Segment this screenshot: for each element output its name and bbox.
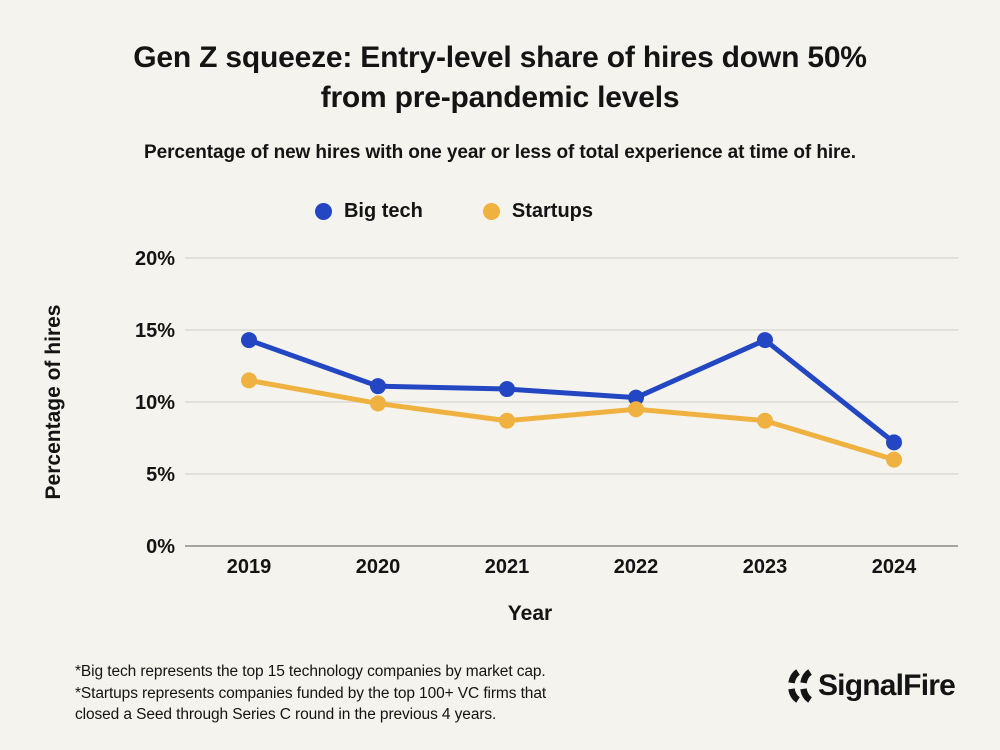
- data-point-startups: [886, 451, 902, 468]
- signalfire-logo: SignalFire: [785, 666, 956, 706]
- x-tick-label: 2020: [356, 556, 401, 578]
- data-point-startups: [757, 412, 773, 429]
- x-tick-label: 2024: [872, 556, 917, 578]
- data-point-big-tech: [628, 389, 644, 406]
- y-tick-label: 15%: [135, 320, 175, 342]
- data-point-startups: [628, 401, 644, 418]
- data-point-big-tech: [370, 378, 386, 395]
- y-tick-label: 20%: [135, 248, 175, 270]
- series-line-startups: [246, 377, 897, 463]
- footnote-line: *Big tech represents the top 15 technolo…: [75, 663, 546, 680]
- chart-subtitle: Percentage of new hires with one year or…: [144, 142, 856, 163]
- signalfire-wordmark: SignalFire: [817, 669, 956, 702]
- x-tick-label: 2021: [485, 556, 530, 578]
- x-tick-label: 2019: [227, 556, 272, 578]
- legend-label-big-tech: Big tech: [343, 200, 423, 222]
- data-point-big-tech: [886, 434, 902, 451]
- x-tick-label: 2023: [743, 556, 788, 578]
- legend-label-startups: Startups: [511, 200, 594, 222]
- startups-dot-icon: [482, 203, 500, 220]
- data-point-big-tech: [757, 332, 773, 349]
- big-tech-dot-icon: [314, 203, 332, 220]
- y-tick-label: 0%: [146, 536, 175, 558]
- y-tick-label: 10%: [135, 392, 175, 414]
- data-point-startups: [499, 412, 515, 429]
- x-axis-title: Year: [508, 602, 552, 625]
- data-point-startups: [241, 372, 257, 389]
- chart-title-line1: Gen Z squeeze: Entry-level share of hire…: [133, 41, 867, 74]
- chart-footnotes: *Big tech represents the top 15 technolo…: [75, 661, 546, 726]
- data-point-big-tech: [499, 381, 515, 398]
- y-tick-label: 5%: [146, 464, 175, 486]
- series-line-big-tech: [246, 337, 897, 445]
- y-axis-title: Percentage of hires: [42, 305, 65, 500]
- legend-item-startups: Startups: [482, 200, 594, 223]
- footnote-line: closed a Seed through Series C round in …: [75, 706, 497, 724]
- x-tick-label: 2022: [614, 556, 659, 578]
- legend-item-big-tech: Big tech: [314, 200, 423, 223]
- chart-legend: Big tech Startups: [0, 200, 1000, 223]
- footnote-line: *Startups represents companies funded by…: [75, 684, 547, 702]
- signalfire-mark-icon: [787, 669, 813, 703]
- data-point-big-tech: [241, 332, 257, 349]
- chart-title-line2: from pre-pandemic levels: [320, 80, 680, 114]
- data-point-startups: [370, 395, 386, 412]
- chart-title: Gen Z squeeze: Entry-level share of hire…: [0, 38, 1000, 118]
